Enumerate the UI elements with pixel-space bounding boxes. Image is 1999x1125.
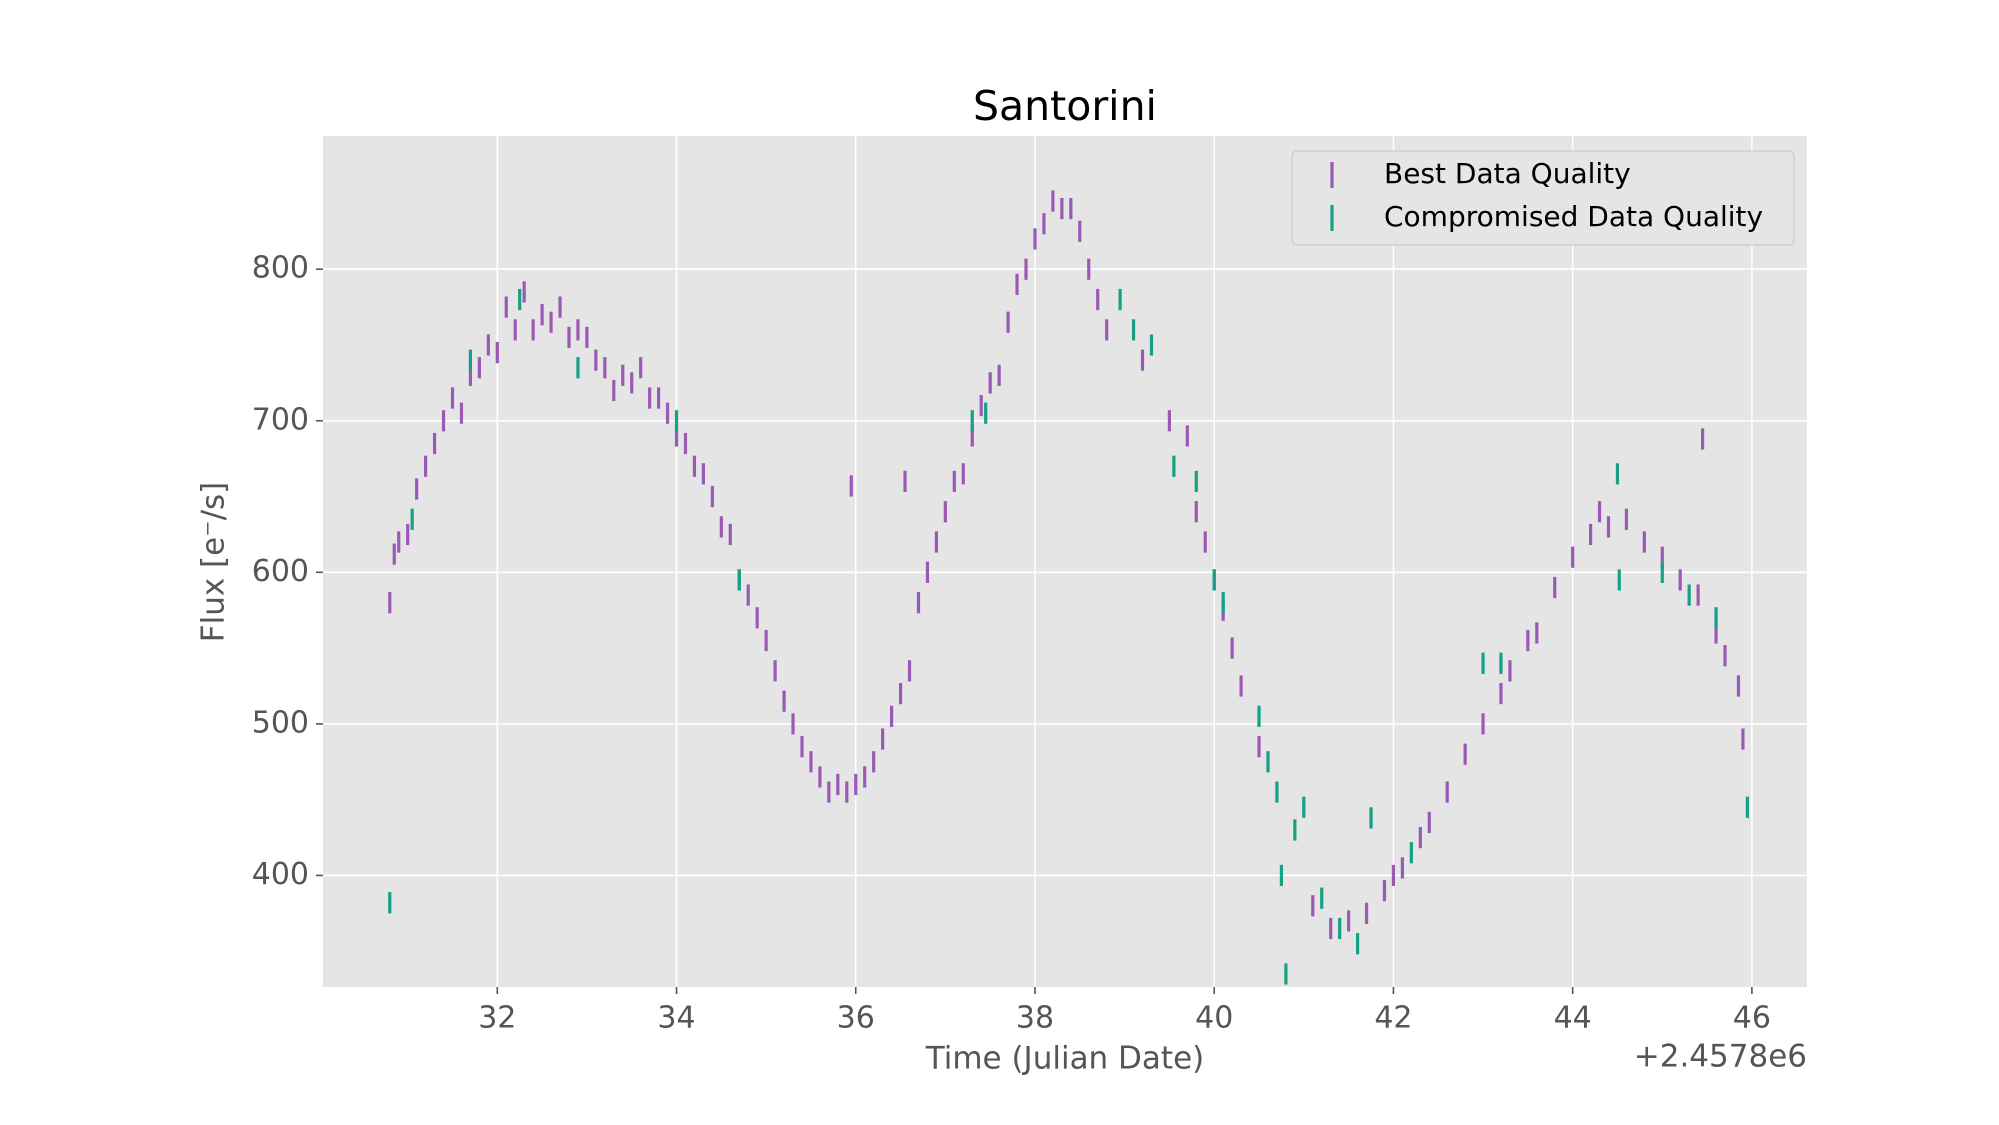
x-offset-label: +2.4578e6 xyxy=(1634,1039,1807,1075)
x-tick-label: 44 xyxy=(1554,1001,1592,1036)
x-tick-label: 32 xyxy=(478,1001,516,1036)
x-tick-label: 40 xyxy=(1195,1001,1233,1036)
y-tick-label: 600 xyxy=(252,554,309,589)
plot-area xyxy=(323,136,1807,987)
y-tick-label: 500 xyxy=(252,705,309,740)
x-tick-label: 34 xyxy=(657,1001,695,1036)
x-tick-label: 36 xyxy=(837,1001,875,1036)
chart-title: Santorini xyxy=(973,82,1157,130)
x-tick-label: 42 xyxy=(1374,1001,1412,1036)
legend-label: Compromised Data Quality xyxy=(1384,200,1763,233)
legend-box xyxy=(1291,150,1795,246)
y-tick-label: 800 xyxy=(252,251,309,286)
data-layer xyxy=(388,190,1750,985)
y-tick-label: 700 xyxy=(252,402,309,437)
y-tick-label: 400 xyxy=(252,857,309,892)
y-axis-label: Flux [e⁻/s] xyxy=(196,482,232,643)
x-tick-label: 46 xyxy=(1733,1001,1771,1036)
x-axis-label: Time (Julian Date) xyxy=(925,1041,1205,1077)
legend-label: Best Data Quality xyxy=(1384,157,1631,190)
x-tick-label: 38 xyxy=(1016,1001,1054,1036)
